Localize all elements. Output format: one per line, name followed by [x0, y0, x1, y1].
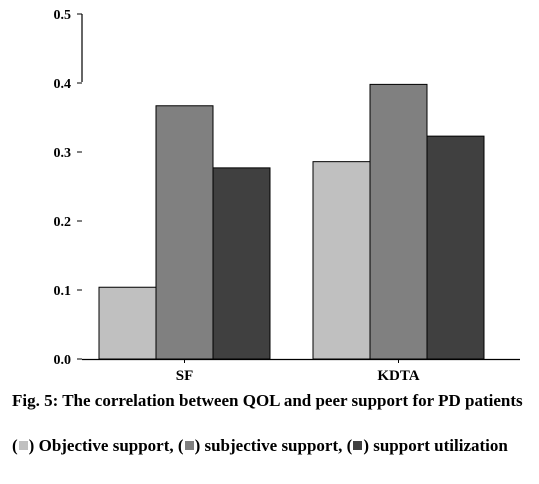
- y-tick-label: 0.4: [54, 77, 72, 92]
- x-axis: SF KDTA: [82, 358, 520, 384]
- bar-sf-series-1: [98, 286, 157, 360]
- figure-caption-title: Fig. 5: The correlation between QOL and …: [12, 391, 523, 410]
- legend-label-objective: Objective support,: [38, 436, 174, 455]
- x-tick-label: KDTA: [377, 368, 419, 384]
- legend-swatch-subjective: [184, 441, 194, 450]
- y-tick-label: 0.2: [54, 215, 72, 230]
- bars-group: [98, 83, 485, 360]
- legend-swatch-utilization: [353, 441, 363, 450]
- y-tick-label: 0.0: [54, 353, 72, 368]
- bar-sf-series-3: [212, 167, 271, 360]
- y-tick-label: 0.1: [54, 284, 72, 299]
- bar-kdta-series-1: [312, 161, 371, 360]
- y-tick-label: 0.5: [54, 8, 72, 23]
- bar-kdta-series-3: [426, 135, 485, 360]
- figure-caption-legend: () Objective support, () subjective supp…: [12, 436, 508, 455]
- legend-label-utilization: support utilization: [373, 436, 508, 455]
- legend-label-subjective: subjective support,: [204, 436, 343, 455]
- x-tick-label: SF: [176, 368, 194, 384]
- y-axis: 0.0 0.1 0.2 0.3 0.4 0.5: [54, 8, 83, 368]
- bar-kdta-series-2: [369, 83, 428, 360]
- legend-swatch-objective: [18, 441, 28, 450]
- bar-sf-series-2: [155, 105, 214, 360]
- bar-chart: 0.0 0.1 0.2 0.3 0.4 0.5 SF KDTA: [54, 8, 520, 384]
- y-tick-label: 0.3: [54, 146, 72, 161]
